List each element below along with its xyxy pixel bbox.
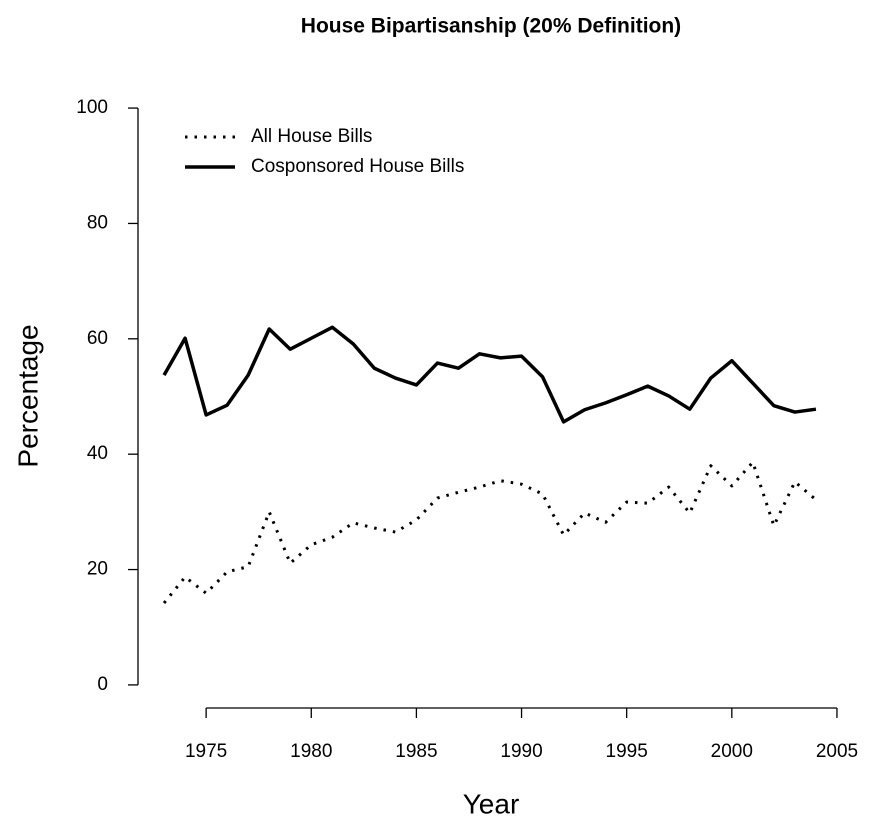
y-tick-label: 100	[76, 97, 108, 118]
y-tick-label: 80	[87, 212, 108, 233]
y-tick-label: 60	[87, 328, 108, 349]
x-tick-label: 1985	[395, 741, 437, 762]
x-tick-label: 2000	[711, 741, 753, 762]
x-tick-label: 1995	[606, 741, 648, 762]
legend-label: All House Bills	[251, 126, 372, 147]
y-tick-label: 20	[87, 559, 108, 580]
x-tick-label: 1980	[290, 741, 332, 762]
series-line	[162, 460, 817, 604]
y-tick-label: 0	[97, 674, 108, 695]
chart-title: House Bipartisanship (20% Definition)	[301, 15, 681, 38]
x-tick-label: 2005	[816, 741, 858, 762]
x-tick-label: 1990	[500, 741, 542, 762]
x-tick-label: 1975	[185, 741, 227, 762]
series-line	[162, 325, 817, 424]
x-axis-label: Year	[463, 788, 520, 819]
y-axis-label: Percentage	[12, 324, 43, 467]
y-tick-label: 40	[87, 443, 108, 464]
legend-label: Cosponsored House Bills	[251, 156, 464, 177]
